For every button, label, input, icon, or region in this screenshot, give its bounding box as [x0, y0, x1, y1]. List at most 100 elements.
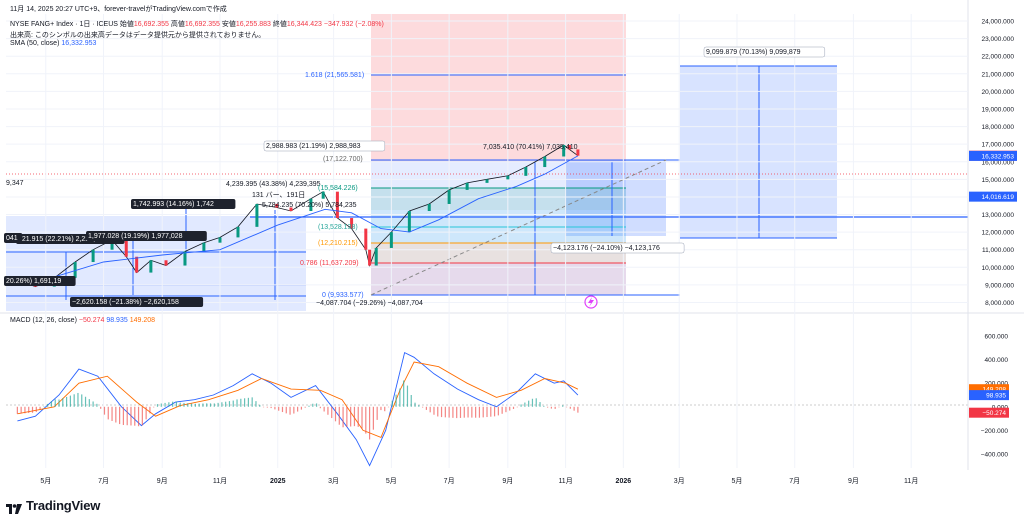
y-tick-label: 16,000.000 — [981, 159, 1014, 166]
macd-histogram-bar — [524, 402, 526, 407]
macd-histogram-bar — [96, 403, 98, 407]
y-tick-label: 18,000.000 — [981, 124, 1014, 131]
macd-histogram-bar — [440, 406, 443, 418]
macd-histogram-bar — [425, 406, 428, 410]
macd-histogram-bar — [562, 405, 564, 407]
macd-histogram-bar — [573, 406, 575, 411]
macd-histogram-bar — [456, 406, 458, 419]
annotation-label: 20.26%) 1,691,19 — [6, 278, 61, 285]
macd-histogram-bar — [16, 406, 18, 414]
macd-badge: 98.935 — [986, 393, 1006, 400]
trend-dashed — [370, 159, 667, 296]
close-label: 終値 — [272, 21, 287, 28]
drawing-overlays — [0, 0, 1024, 470]
macd-histogram-bar — [281, 406, 284, 413]
macd-histogram-bar — [58, 399, 60, 407]
price-badge: 16,332.953 — [981, 153, 1014, 160]
macd-histogram-bar — [126, 406, 128, 426]
x-tick-label: 11月 — [904, 477, 918, 485]
price-candle — [321, 191, 325, 199]
macd-histogram-bar — [467, 406, 469, 418]
macd-histogram-bar — [69, 395, 71, 407]
macd-histogram-bar — [459, 406, 462, 418]
macd-y-tick-label: −200.000 — [981, 428, 1009, 435]
lightning-icon[interactable] — [584, 295, 598, 309]
macd-histogram-bar — [463, 406, 465, 418]
annotation-label: 9,347 — [6, 180, 24, 187]
macd-histogram-bar — [406, 385, 409, 407]
macd-histogram-bar — [65, 396, 68, 407]
macd-histogram-bar — [493, 406, 496, 417]
macd-histogram-bar — [39, 406, 41, 410]
macd-histogram-bar — [236, 399, 238, 407]
x-tick-label: 5月 — [40, 477, 51, 485]
price-candle — [335, 191, 339, 219]
x-tick-label: 9月 — [502, 477, 513, 485]
x-tick-label: 5月 — [386, 477, 397, 485]
annotation-box — [4, 233, 23, 243]
badge-layer: 16,344.42316,332.95314,016.619149.20898.… — [969, 150, 1017, 418]
high-label: 高値 — [170, 21, 185, 28]
timestamp: 11月 14, 2025 20:27 UTC+9、forever-travelが… — [10, 6, 227, 13]
signal-line — [17, 361, 579, 438]
short-position-red-zone — [371, 14, 626, 162]
macd-histogram-bar — [160, 403, 162, 407]
macd-badge-bg — [969, 384, 1009, 395]
macd-line-value: 98.935 — [106, 317, 128, 324]
macd-histogram-bar — [209, 403, 212, 407]
sma-legend[interactable]: SMA (50, close) 16,332.953 — [10, 40, 96, 47]
annotation-label: 1,977.028 (19.19%) 1,977,028 — [88, 233, 183, 240]
macd-histogram-bar — [368, 406, 371, 440]
macd-histogram-bar — [372, 406, 374, 430]
annotation-label: −4,123.176 (−24.10%) −4,123,176 — [553, 245, 660, 252]
macd-histogram-bar — [115, 406, 117, 423]
macd-histogram-bar — [247, 397, 249, 407]
macd-histogram-bar — [278, 406, 280, 411]
macd-legend[interactable]: MACD (12, 26, close) −50.274 98.935 149.… — [10, 317, 155, 324]
macd-histogram-bar — [403, 380, 405, 407]
price-candle — [543, 156, 547, 168]
annotation-label: 1.618 (21,565.581) — [305, 72, 364, 79]
price-badge: 14,016.619 — [981, 194, 1014, 201]
tradingview-logo[interactable]: TradingView — [6, 498, 100, 514]
macd-histogram-bar — [54, 399, 56, 407]
macd-line — [17, 351, 579, 467]
price-candle — [236, 226, 240, 238]
annotation-box — [131, 199, 236, 209]
annotation-label: 221.915 (22.21%) 2,221,91 — [18, 236, 103, 243]
macd-histogram-bar — [228, 401, 231, 407]
macd-histogram-bar — [221, 402, 223, 407]
annotation-label: 4,239.395 (43.38%) 4,239,395 — [226, 181, 321, 188]
macd-histogram-bar — [422, 406, 424, 408]
annotation-label: 1,742.993 (14.16%) 1,742 — [133, 201, 214, 208]
macd-histogram-bar — [164, 402, 166, 407]
price-candle — [567, 145, 571, 150]
macd-histogram-bar — [47, 403, 49, 407]
symbol-name[interactable]: NYSE FANG+ Index · 1日 · ICEUS — [10, 21, 118, 28]
price-candle — [350, 218, 354, 229]
price-candle — [73, 262, 77, 278]
x-tick-label: 5月 — [732, 477, 743, 485]
macd-histogram-bar — [251, 397, 253, 407]
macd-histogram-bar — [448, 406, 450, 418]
x-tick-label: 2025 — [270, 478, 286, 485]
low-label: 安値 — [221, 21, 236, 28]
macd-histogram-bar — [501, 406, 503, 414]
y-tick-label: 19,000.000 — [981, 106, 1014, 113]
axis-layer: 24,000.000 23,000.000 22,000.000 21,000.000… — [40, 19, 1014, 485]
annotation-label: 0 (9,933.577) — [322, 292, 364, 299]
macd-histogram-bar — [43, 406, 45, 408]
macd-histogram-bar — [255, 401, 257, 407]
annotation-label: 5,784.235 (70.20%) 5,784,235 — [262, 202, 357, 209]
macd-histogram-bar — [175, 401, 178, 407]
price-line — [17, 144, 579, 288]
macd-histogram-bar — [262, 406, 265, 408]
macd-histogram-bar — [190, 403, 193, 407]
annotation-label: −4,087.704 (−29.26%) −4,087,704 — [316, 300, 423, 307]
macd-histogram-bar — [334, 406, 337, 422]
macd-histogram-bar — [168, 402, 170, 407]
annotation-box — [4, 276, 76, 286]
macd-histogram-bar — [399, 388, 401, 407]
x-tick-label: 3月 — [674, 477, 685, 485]
y-tick-label: 13,000.000 — [981, 212, 1014, 219]
